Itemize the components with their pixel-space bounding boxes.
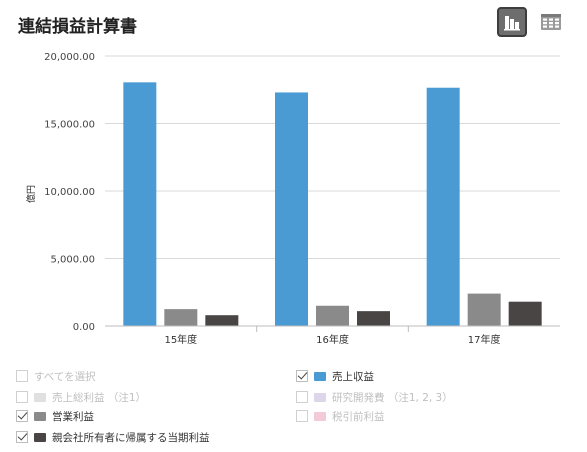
legend-label: すべてを選択 — [34, 370, 96, 383]
legend-item-operating-profit[interactable]: 営業利益 — [16, 408, 94, 424]
legend-label: 税引前利益 — [332, 410, 385, 423]
bar[interactable] — [275, 92, 308, 326]
legend-label: 売上総利益 （注1） — [52, 391, 147, 404]
y-tick-label: 15,000.00 — [44, 120, 95, 131]
bar[interactable] — [316, 305, 349, 326]
page-title: 連結損益計算書 — [18, 17, 137, 37]
legend-swatch — [314, 411, 326, 421]
x-tick-label: 15年度 — [164, 333, 197, 346]
legend-swatch — [34, 411, 46, 421]
checkbox[interactable] — [16, 431, 28, 443]
legend-swatch — [314, 371, 326, 381]
legend-item-rd-cost[interactable]: 研究開発費 （注1, 2, 3） — [296, 389, 453, 405]
table-view-button[interactable] — [536, 7, 566, 37]
y-axis-label: 億円 — [25, 185, 37, 203]
checkbox[interactable] — [296, 391, 308, 403]
legend-item-pretax-profit[interactable]: 税引前利益 — [296, 408, 385, 424]
bar[interactable] — [467, 293, 501, 326]
table-grid-icon — [541, 14, 561, 30]
checkbox[interactable] — [16, 370, 28, 382]
legend-label: 親会社所有者に帰属する当期利益 — [52, 431, 210, 444]
bar-chart-icon — [504, 16, 520, 31]
legend-swatch — [314, 392, 326, 402]
x-tick-label: 16年度 — [316, 333, 349, 346]
bar[interactable] — [205, 315, 239, 326]
legend-swatch — [34, 392, 46, 402]
bar[interactable] — [426, 87, 460, 326]
chart-view-button[interactable] — [497, 7, 527, 37]
legend-item-revenue[interactable]: 売上収益 — [296, 368, 374, 384]
legend-item-net-income[interactable]: 親会社所有者に帰属する当期利益 — [16, 429, 210, 445]
bar-chart: 0.00 5,000.00 10,000.00 15,000.00 20,000.00 1… — [25, 52, 560, 346]
y-tick-label: 20,000.00 — [44, 52, 95, 63]
bar[interactable] — [164, 309, 198, 326]
legend-label: 営業利益 — [52, 410, 94, 423]
checkbox[interactable] — [296, 410, 308, 422]
checkbox[interactable] — [296, 370, 308, 382]
bar[interactable] — [508, 301, 542, 326]
legend-label: 研究開発費 （注1, 2, 3） — [332, 391, 453, 404]
legend-item-gross-profit[interactable]: 売上総利益 （注1） — [16, 389, 146, 405]
y-tick-label: 5,000.00 — [50, 255, 95, 266]
legend-item-select-all[interactable]: すべてを選択 — [16, 368, 96, 384]
checkbox[interactable] — [16, 391, 28, 403]
x-tick-label: 17年度 — [468, 333, 501, 346]
legend-swatch — [34, 432, 46, 442]
y-tick-label: 10,000.00 — [44, 187, 95, 198]
bar[interactable] — [123, 82, 157, 326]
legend-label: 売上収益 — [332, 370, 374, 383]
checkbox[interactable] — [16, 410, 28, 422]
bar[interactable] — [357, 311, 390, 326]
y-tick-label: 0.00 — [73, 322, 95, 333]
